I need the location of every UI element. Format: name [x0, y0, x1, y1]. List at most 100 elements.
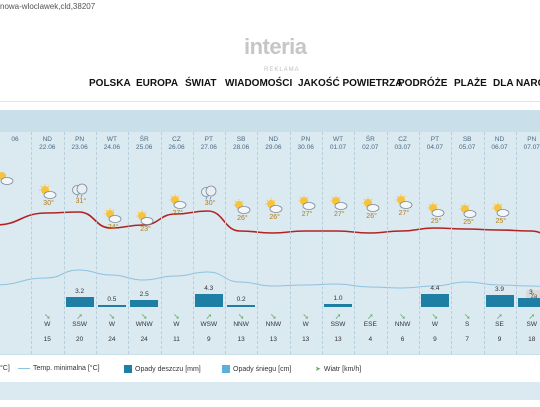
rain-value-label: 3. — [529, 289, 535, 296]
day-name: PN — [527, 136, 537, 143]
wind-direction-arrow-icon: ➚ — [528, 312, 536, 321]
day-name: ŚR — [139, 136, 149, 143]
day-label: WT 01.07 — [323, 136, 353, 152]
wind-cell: ➚ WSW 9 — [194, 312, 224, 344]
rain-value-label: 0.2 — [236, 296, 246, 303]
legend-max-temp: °C] — [0, 365, 10, 372]
day-date: 04.07 — [426, 144, 444, 151]
max-temp-label: 31° — [75, 198, 87, 205]
legend-snow: Opady śniegu [cm] — [222, 365, 291, 373]
wind-cell: ➘ NNW 13 — [226, 312, 256, 344]
nav-europa[interactable]: EUROPA — [136, 78, 179, 89]
legend-wind-arrow-icon: ➤ — [315, 366, 321, 373]
day-label: SB 05.07 — [452, 136, 482, 152]
day-date: 01.07 — [329, 144, 347, 151]
day-name: SB — [462, 136, 472, 143]
nav-jakosc-powietrza[interactable]: JAKOŚĆ POWIETRZA — [298, 78, 403, 89]
wind-cell: ➘ W 9 — [420, 312, 450, 344]
sun-cloud-icon — [328, 195, 348, 211]
max-temp-label: 27° — [301, 211, 313, 218]
weather-forecast-chart: °C] Temp. minimalna [°C] Opady deszczu [… — [0, 110, 540, 400]
wind-direction: NNW — [265, 321, 282, 328]
wind-speed: 9 — [497, 336, 502, 343]
day-label: 06 — [0, 136, 30, 144]
wind-direction-arrow-icon: ➘ — [270, 312, 277, 321]
sun-cloud-icon — [393, 194, 413, 210]
wind-direction: SW — [526, 321, 538, 328]
wind-cell: ➘ W 15 — [32, 312, 62, 344]
wind-cell: ➘ NNW 6 — [388, 312, 418, 344]
wind-speed: 9 — [206, 336, 211, 343]
wind-speed: 13 — [237, 336, 245, 343]
rain-value-label: 3.2 — [75, 288, 85, 296]
wind-direction-arrow-icon: ➚ — [366, 312, 374, 321]
nav-podroze[interactable]: PODRÓŻE — [398, 78, 448, 89]
wind-direction-arrow-icon: ➘ — [237, 312, 245, 321]
wind-cell: ➚ SE 9 — [485, 312, 515, 344]
advertisement-banner[interactable]: interia REKLAMA — [0, 14, 540, 73]
day-column — [257, 132, 259, 354]
day-date: 26.06 — [168, 144, 185, 151]
day-name: ŚR — [365, 136, 375, 143]
day-date: 03.07 — [394, 144, 411, 151]
ad-label: REKLAMA — [264, 67, 300, 73]
max-temp-label: 27° — [398, 210, 410, 217]
sun-cloud-icon — [490, 202, 510, 218]
nav-wiadomosci[interactable]: WIADOMOŚCI — [225, 78, 293, 89]
nav-swiat[interactable]: ŚWIAT — [185, 78, 217, 89]
wind-cell: ➚ SW 18 — [517, 312, 540, 344]
day-column — [160, 132, 162, 354]
wind-cell: ➘ W 11 — [162, 312, 192, 344]
wind-cell: ➚ SSW 20 — [65, 312, 95, 344]
wind-speed: 13 — [302, 336, 310, 343]
max-temp-label: 25° — [495, 218, 507, 225]
sun-cloud-icon — [167, 194, 187, 210]
day-label: ŚR 25.06 — [129, 136, 159, 152]
rain-bar — [227, 305, 256, 307]
day-column — [354, 132, 356, 354]
nav-dla-narciarzy[interactable]: DLA NARCI — [493, 78, 540, 89]
day-name: CZ — [172, 136, 181, 143]
day-date: 05.07 — [459, 144, 476, 151]
min-temp-line — [0, 269, 540, 289]
day-name: PT — [430, 136, 440, 143]
wind-direction-arrow-icon: ➘ — [140, 312, 148, 321]
day-date: 30.06 — [297, 144, 314, 151]
max-temp-label: 30° — [43, 200, 54, 207]
wind-direction-arrow-icon: ➘ — [108, 312, 116, 321]
day-date: 06 — [11, 136, 19, 143]
sun-cloud-icon — [37, 184, 57, 200]
wind-cell: ➘ W 24 — [97, 312, 127, 344]
nav-polska[interactable]: POLSKA — [89, 78, 131, 89]
wind-direction: SSW — [330, 321, 346, 328]
wind-cell: ➘ W 13 — [291, 312, 321, 344]
cloud-rain-icon — [199, 184, 219, 200]
legend-min-label: Temp. minimalna [°C] — [33, 365, 100, 372]
wind-direction-arrow-icon: ➚ — [76, 312, 83, 321]
day-column — [322, 132, 323, 354]
rain-value-label: 3.9 — [494, 286, 505, 294]
day-label: CZ 03.07 — [388, 136, 418, 152]
day-date: 02.07 — [362, 144, 379, 151]
max-temp-label: 23° — [140, 226, 151, 233]
chart-legend: °C] Temp. minimalna [°C] Opady deszczu [… — [0, 354, 540, 382]
rain-bar — [97, 305, 126, 307]
max-temp-label: 24° — [107, 224, 119, 231]
max-temp-label: 27° — [334, 211, 345, 218]
url-bar-text[interactable]: nowa-wloclawek,cld,38207 — [0, 2, 96, 11]
max-temp-label: 26° — [237, 215, 248, 222]
day-label: WT 24.06 — [97, 136, 127, 152]
legend-snow-swatch — [222, 365, 230, 373]
day-date: 23.06 — [71, 144, 88, 151]
day-name: PT — [204, 136, 213, 143]
rain-value-label: 4.3 — [204, 285, 214, 293]
chart-top-strip — [0, 110, 540, 132]
day-label: SB 28.06 — [226, 136, 256, 152]
day-column — [418, 132, 420, 354]
wind-speed: 13 — [334, 336, 342, 343]
nav-plaze[interactable]: PLAŻE — [454, 78, 487, 89]
wind-direction-arrow-icon: ➚ — [334, 312, 342, 321]
wind-direction-arrow-icon: ➘ — [431, 312, 439, 321]
day-name: ND — [268, 136, 279, 143]
wind-direction-arrow-icon: ➚ — [205, 312, 213, 321]
